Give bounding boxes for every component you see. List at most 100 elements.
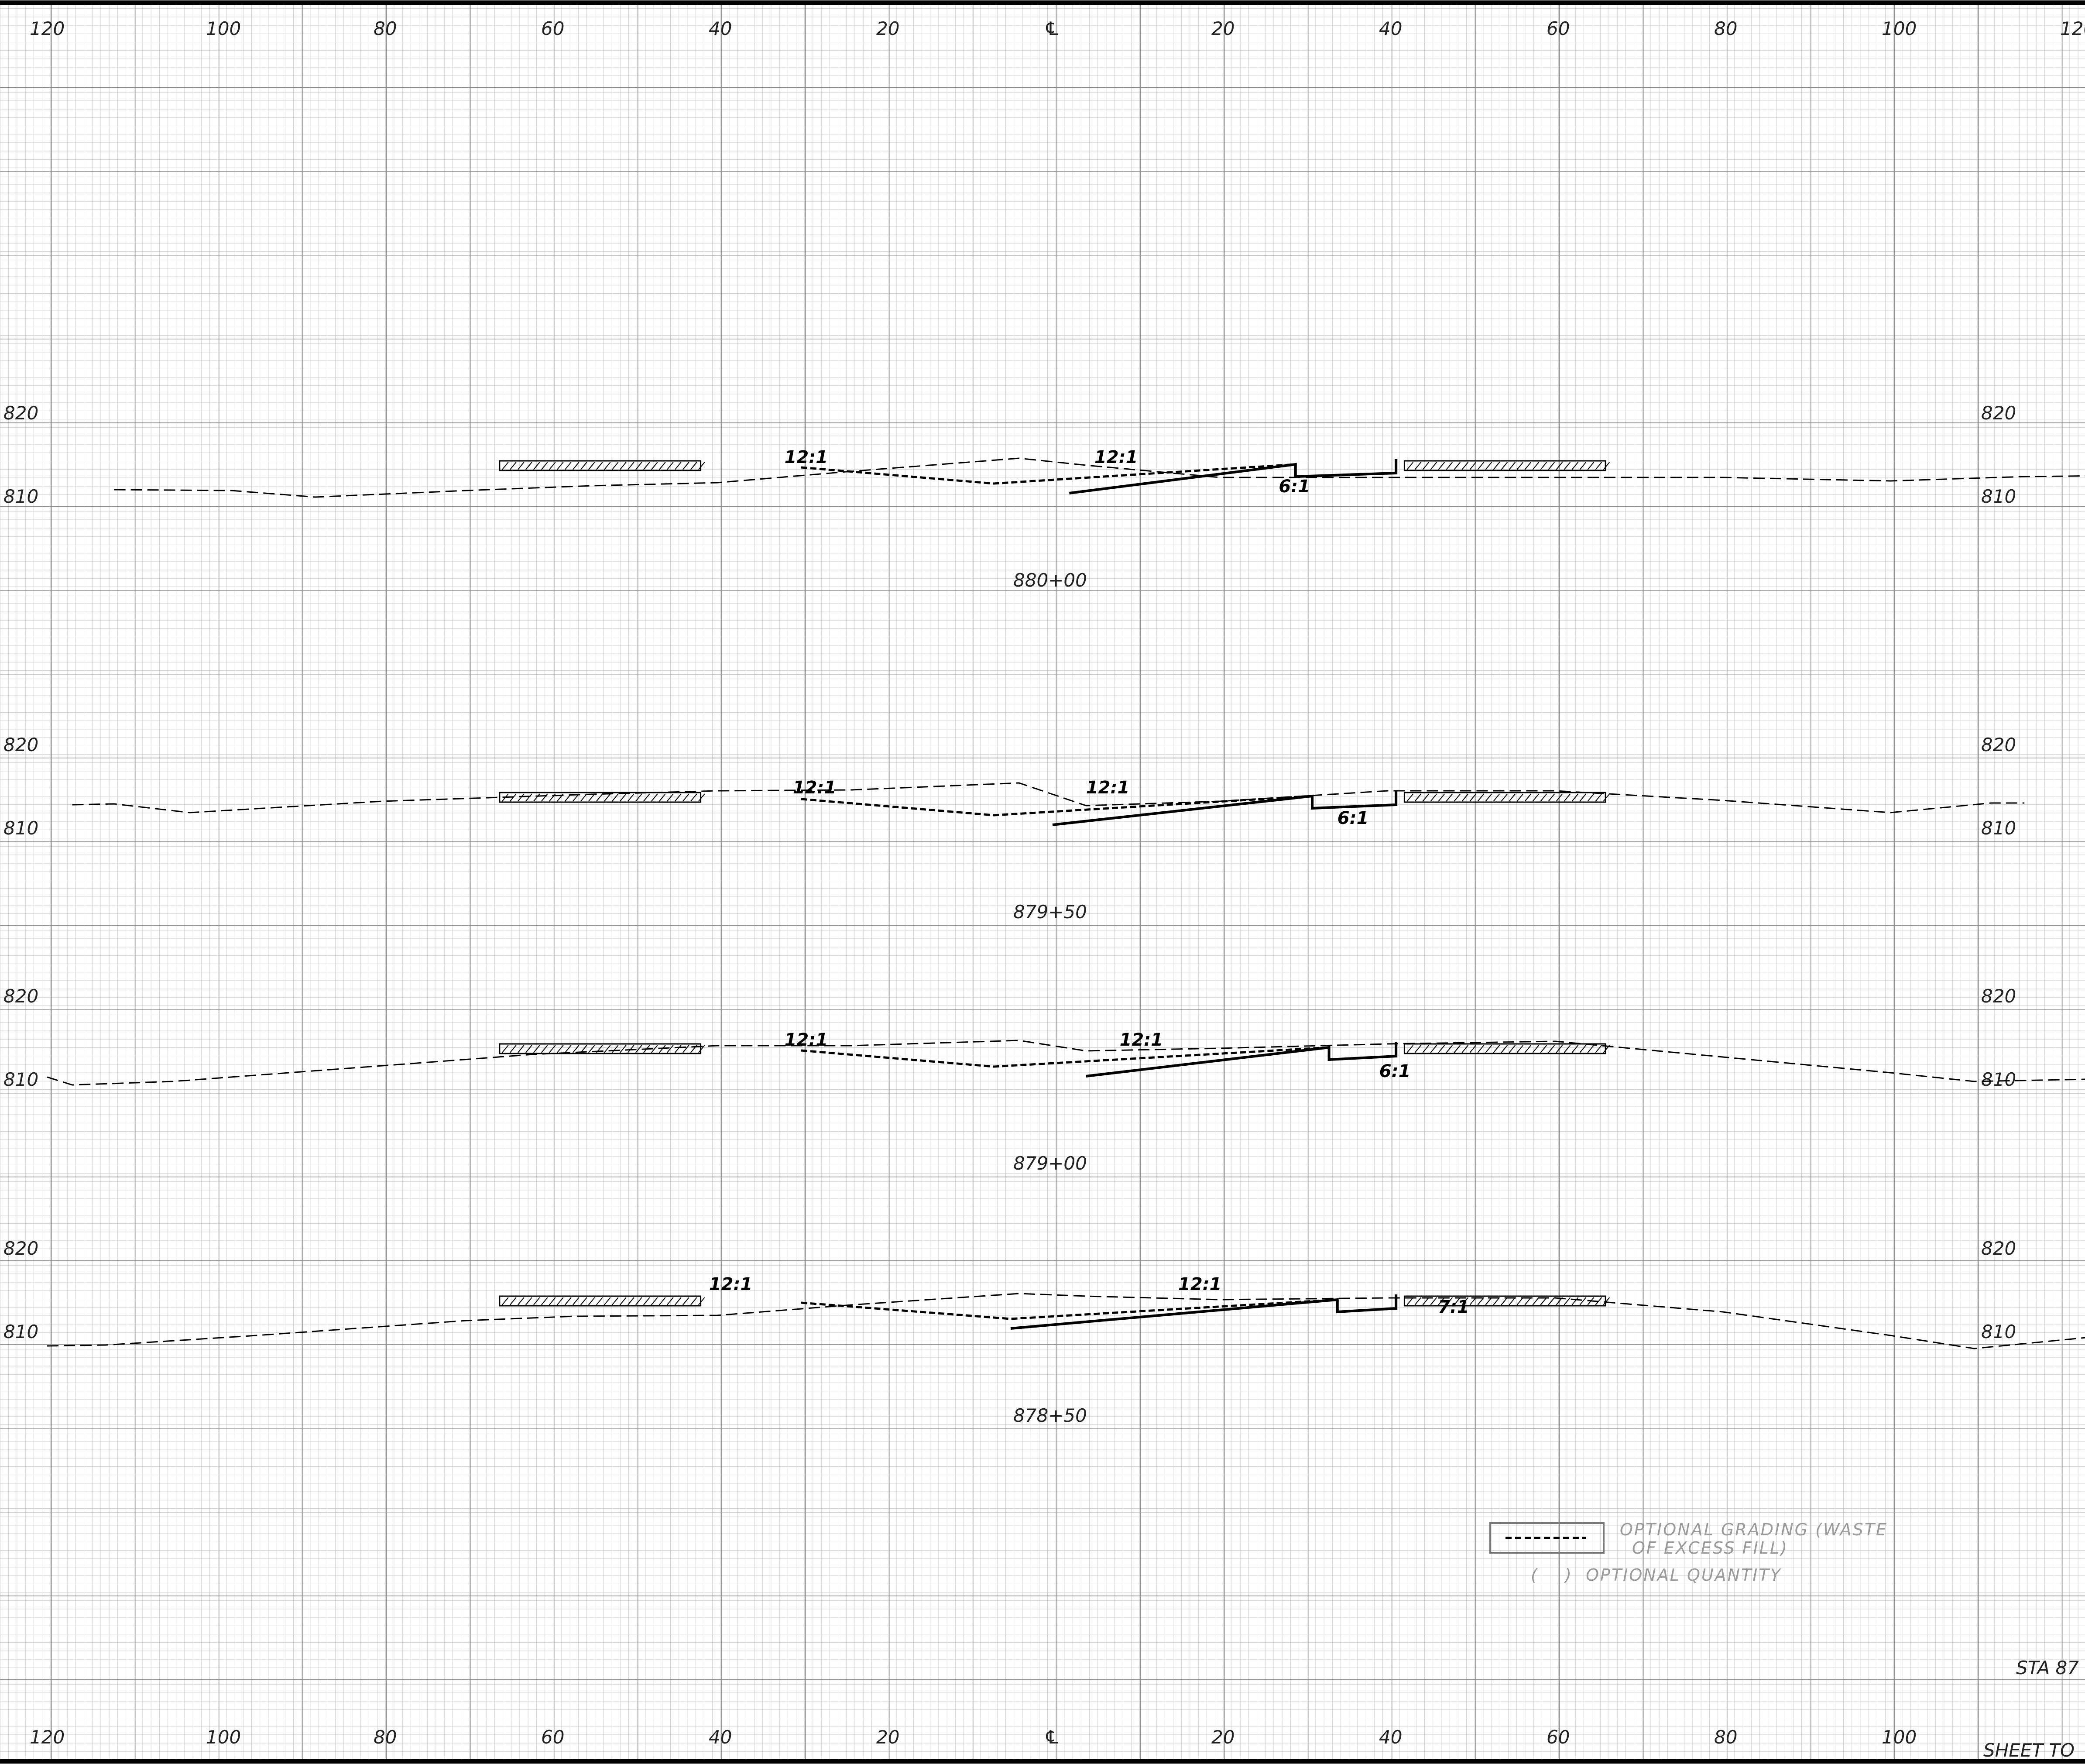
hatch-mark: [541, 462, 548, 470]
hatch-mark: [510, 793, 517, 802]
optional-grading-line: [801, 463, 1296, 485]
hatch-mark: [557, 462, 564, 470]
hatch-mark: [1406, 793, 1414, 802]
slope-label-right: 12:1: [1120, 1030, 1163, 1050]
top-offset-label: 100: [206, 18, 241, 39]
station-label: 878+50: [1013, 1405, 1087, 1426]
hatch-mark: [573, 1045, 580, 1053]
hatch-mark: [1438, 793, 1445, 802]
hatch-mark: [1414, 462, 1422, 470]
hatch-mark: [690, 462, 697, 470]
legend-line-2: OF EXCESS FILL): [1632, 1538, 1788, 1558]
hatch-mark: [1524, 1045, 1532, 1053]
hatch-mark: [1532, 1297, 1540, 1305]
slope-label-left: 12:1: [793, 778, 837, 798]
hatch-mark: [1493, 793, 1500, 802]
hatched-shoulder-right: [1403, 460, 1606, 471]
hatch-mark: [1501, 462, 1508, 470]
hatch-mark: [1540, 462, 1547, 470]
hatch-mark: [1477, 793, 1485, 802]
hatch-mark: [1454, 1045, 1461, 1053]
bottom-offset-label: 60: [1547, 1726, 1570, 1748]
hatch-mark: [518, 793, 525, 802]
hatch-mark: [533, 793, 540, 802]
top-offset-label: 120: [30, 18, 65, 39]
hatch-mark: [698, 793, 705, 802]
hatch-mark: [588, 1297, 595, 1305]
elevation-label-upper-right: 820: [1981, 734, 2016, 755]
hatch-mark: [1469, 1045, 1477, 1053]
optional-grading-line: [801, 1298, 1337, 1320]
hatch-mark: [1446, 793, 1453, 802]
elevation-label-upper-right: 820: [1981, 985, 2016, 1007]
slope-label-left: 12:1: [785, 1030, 828, 1050]
hatch-mark: [1532, 793, 1540, 802]
hatch-mark: [1501, 1297, 1508, 1305]
sheet-total-label: SHEET TO: [1983, 1740, 2075, 1761]
hatch-mark: [557, 1045, 564, 1053]
hatch-mark: [659, 1297, 666, 1305]
cross-section: 820 810 820 810 12:1 12:1 6:1 880+00: [3, 402, 2085, 591]
elevation-label-lower-left: 810: [3, 486, 38, 507]
hatch-mark: [596, 1297, 603, 1305]
top-offset-label: 40: [1379, 18, 1402, 39]
hatch-mark: [549, 462, 556, 470]
bottom-offset-label: 40: [1379, 1726, 1402, 1748]
hatch-mark: [1564, 1045, 1571, 1053]
hatch-mark: [1477, 462, 1485, 470]
hatch-mark: [1579, 1045, 1587, 1053]
hatch-mark: [580, 1297, 587, 1305]
bottom-offset-label: 20: [876, 1726, 899, 1748]
bottom-offset-label: 100: [206, 1726, 241, 1748]
hatch-mark: [635, 1297, 642, 1305]
elevation-label-upper-left: 820: [3, 734, 38, 755]
hatch-mark: [1556, 462, 1563, 470]
top-offset-label: 40: [709, 18, 732, 39]
hatch-mark: [1587, 1297, 1595, 1305]
hatch-mark: [1548, 1297, 1555, 1305]
hatch-mark: [620, 1297, 627, 1305]
hatch-mark: [1493, 462, 1500, 470]
hatched-shoulder-left: [499, 1295, 702, 1307]
hatch-mark: [1509, 1297, 1516, 1305]
elevation-label-upper-left: 820: [3, 402, 38, 424]
hatch-mark: [549, 793, 556, 802]
hatch-mark: [1595, 1045, 1602, 1053]
hatch-mark: [682, 1045, 689, 1053]
hatch-mark: [1446, 1045, 1453, 1053]
hatch-mark: [502, 793, 509, 802]
hatch-mark: [659, 793, 666, 802]
hatch-mark: [1587, 1045, 1595, 1053]
existing-ground-line: [72, 782, 2025, 813]
hatch-mark: [1414, 793, 1422, 802]
top-offset-label: 20: [876, 18, 899, 39]
hatch-mark: [635, 462, 642, 470]
cross-section: 820 810 820 810 12:1 12:1 6:1 879+50: [3, 734, 2025, 923]
hatch-mark: [580, 1045, 587, 1053]
slope-label-right: 12:1: [1086, 778, 1130, 798]
hatched-shoulder-left: [499, 792, 702, 803]
hatch-mark: [596, 793, 603, 802]
hatch-mark: [549, 1045, 556, 1053]
hatch-mark: [1524, 793, 1532, 802]
hatch-mark: [510, 1297, 517, 1305]
hatch-mark: [518, 1297, 525, 1305]
hatch-mark: [1485, 1297, 1492, 1305]
hatch-mark: [588, 462, 595, 470]
hatch-mark: [1516, 793, 1524, 802]
top-offset-label: 60: [541, 18, 564, 39]
legend-line-1: OPTIONAL GRADING (WASTE: [1620, 1520, 1888, 1539]
hatch-mark: [588, 1045, 595, 1053]
slope-label-left: 12:1: [785, 447, 828, 467]
elevation-label-lower-right: 810: [1981, 1321, 2016, 1342]
cross-sections: 820 810 820 810 12:1 12:1 6:1 880+00 820 810 820 81…: [3, 402, 2085, 1426]
top-offset-label: 100: [1882, 18, 1917, 39]
elevation-label-lower-left: 810: [3, 1321, 38, 1342]
elevation-label-upper-right: 820: [1981, 1238, 2016, 1259]
hatch-mark: [698, 462, 705, 470]
top-offset-label: ℄: [1044, 18, 1060, 39]
hatch-mark: [533, 1297, 540, 1305]
hatch-mark: [1469, 793, 1477, 802]
hatch-mark: [698, 1297, 705, 1305]
